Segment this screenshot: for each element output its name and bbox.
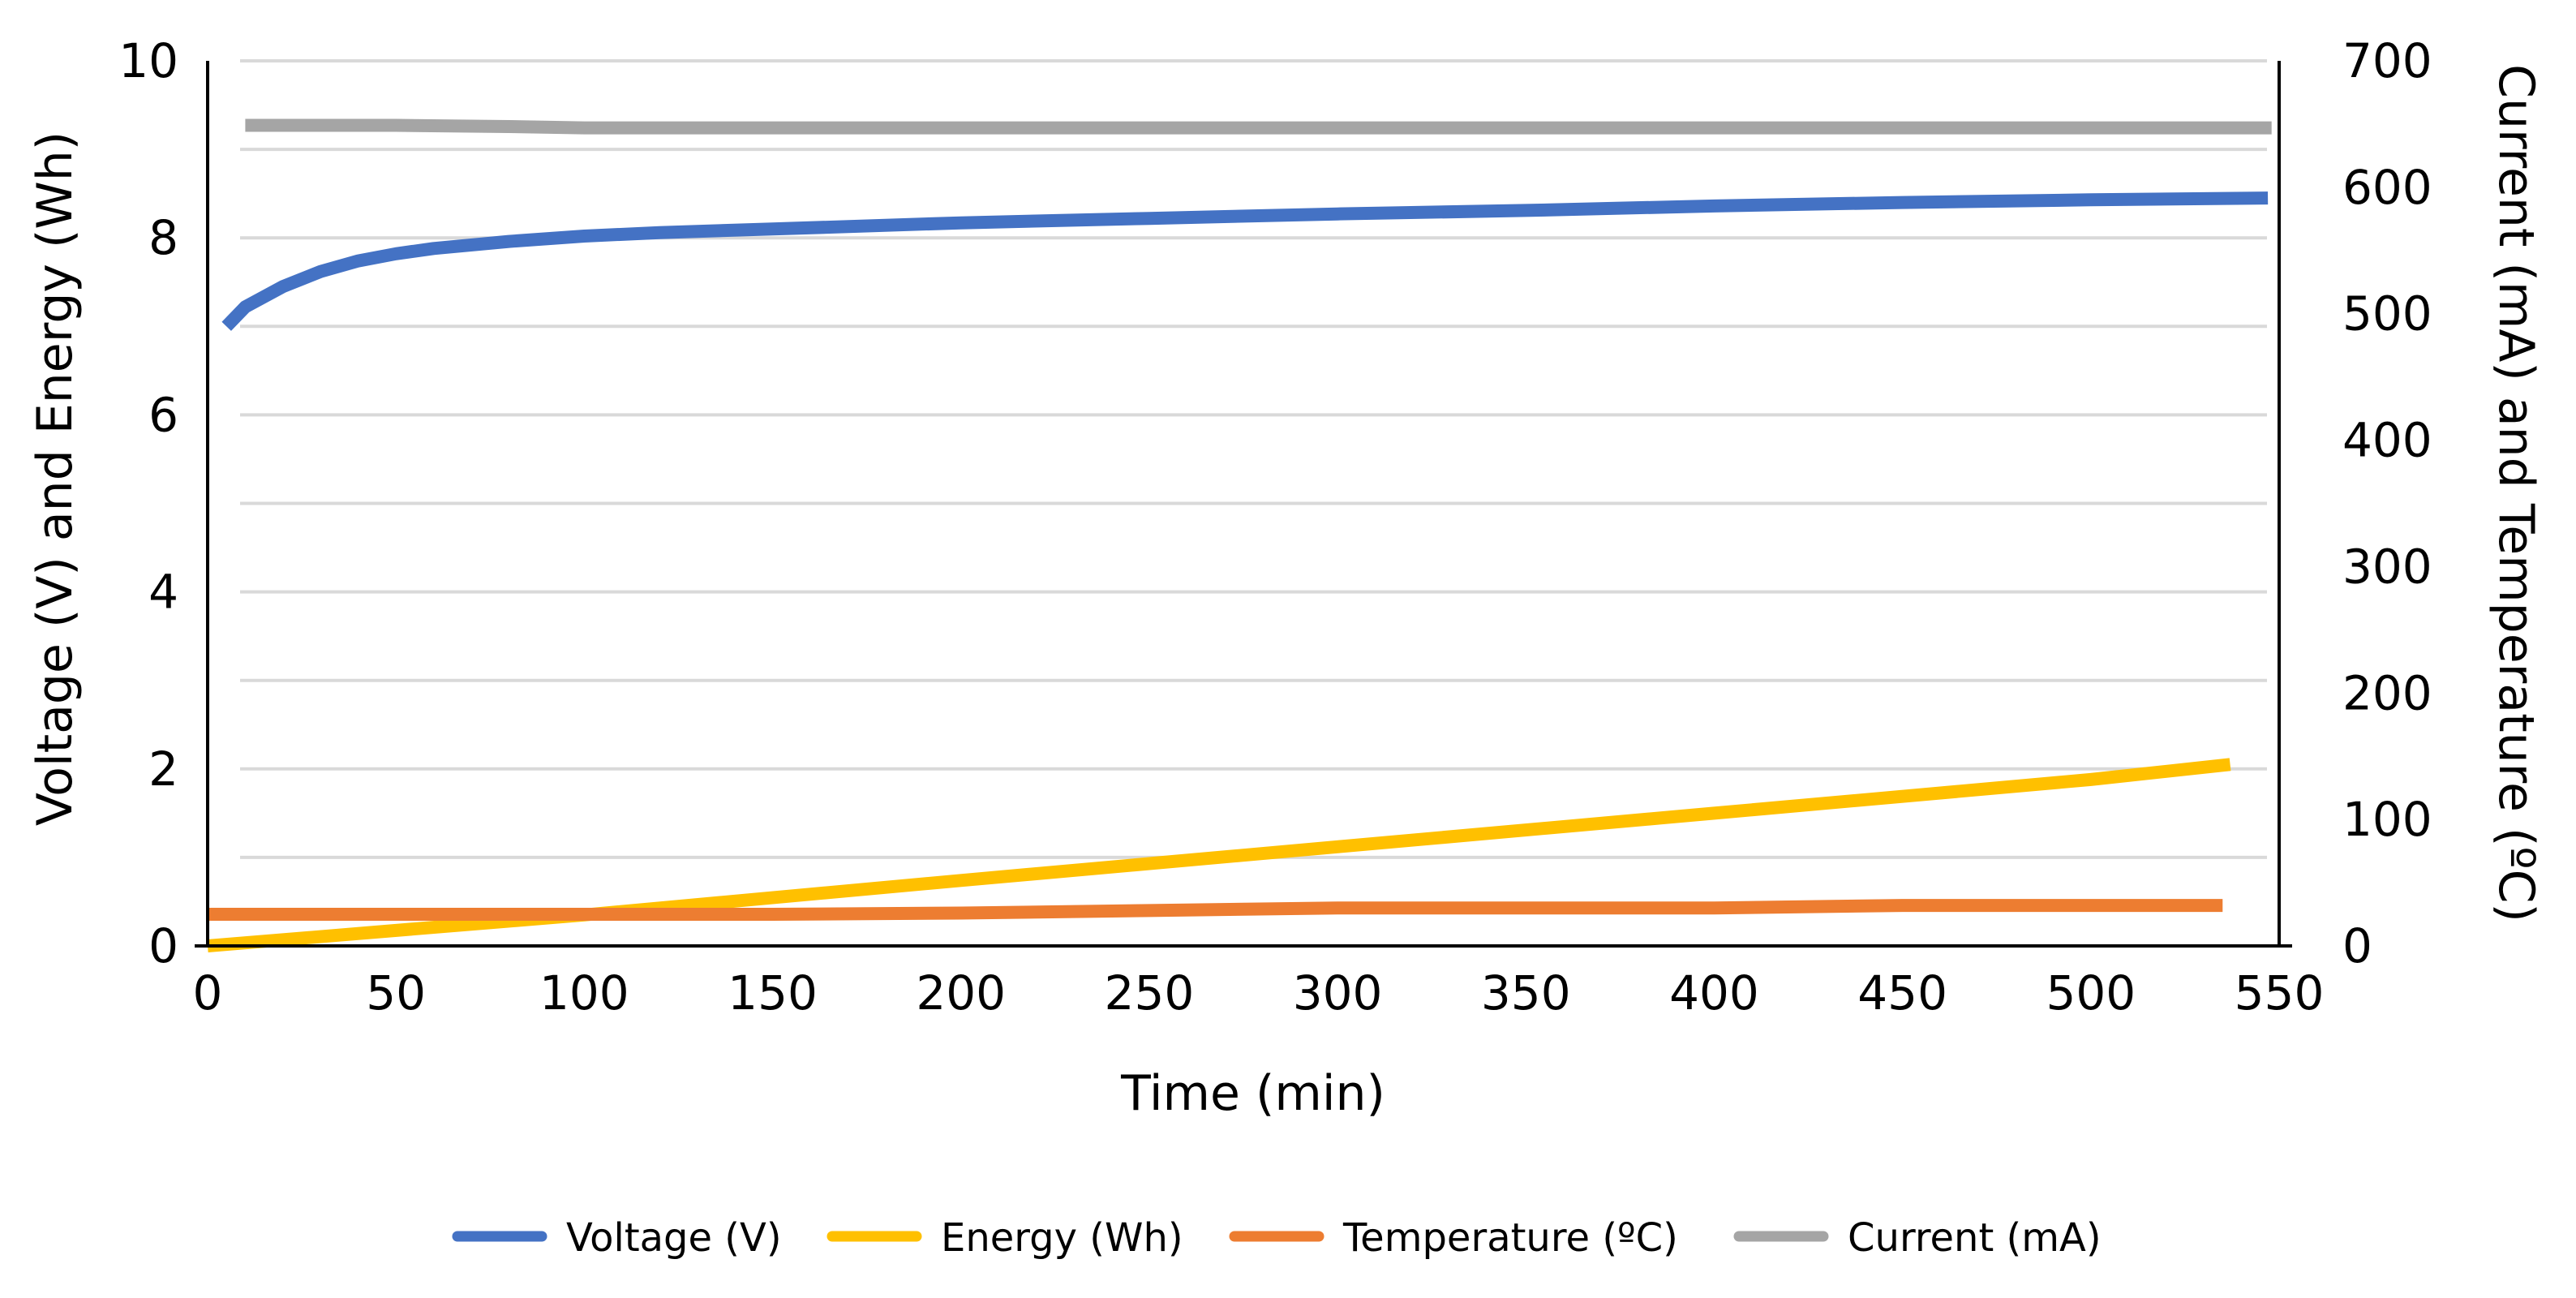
legend-label: Temperature (ºC) [1342, 1215, 1678, 1261]
right-y-tick-label: 0 [2342, 918, 2372, 974]
left-y-tick-label: 10 [118, 33, 178, 88]
right-y-tick-label: 400 [2342, 413, 2432, 468]
right-y-tick-label: 600 [2342, 160, 2432, 215]
x-tick-label: 50 [366, 965, 426, 1021]
x-tick-label: 350 [1481, 965, 1571, 1021]
x-tick-label: 250 [1105, 965, 1195, 1021]
x-tick-label: 150 [728, 965, 818, 1021]
legend-label: Voltage (V) [566, 1215, 782, 1261]
left-y-tick-label: 8 [148, 210, 178, 265]
tick-labels: 0 50 100 150 200 250 300 350 400 450 500 5500246810… [118, 33, 2432, 1021]
legend-label: Current (mA) [1848, 1215, 2102, 1261]
left-y-tick-label: 0 [148, 918, 178, 974]
x-tick-label: 550 [2235, 965, 2325, 1021]
x-tick-label: 300 [1293, 965, 1383, 1021]
left-y-tick-label: 6 [148, 387, 178, 442]
series-line-current [245, 118, 2272, 135]
left-y-axis-title: Voltage (V) and Energy (Wh) [27, 131, 84, 826]
gridlines [240, 59, 2267, 859]
right-y-tick-label: 700 [2342, 33, 2432, 88]
right-y-tick-label: 200 [2342, 665, 2432, 720]
x-tick-label: 100 [539, 965, 629, 1021]
series-lines [207, 118, 2272, 952]
left-y-tick-label: 2 [148, 741, 178, 797]
right-y-axis-title: Current (mA) and Temperature (ºC) [2488, 64, 2544, 922]
x-axis-title: Time (min) [1120, 1065, 1385, 1122]
series-line-temperature [208, 899, 2223, 921]
series-line-voltage [221, 191, 2269, 331]
x-tick-label: 500 [2046, 965, 2136, 1021]
axes [195, 61, 2292, 948]
x-tick-label: 400 [1669, 965, 1759, 1021]
right-y-tick-label: 500 [2342, 286, 2432, 342]
right-y-tick-label: 100 [2342, 792, 2432, 847]
legend: Voltage (V) Energy (Wh) Temperature (ºC) Cu… [452, 1215, 2102, 1261]
left-y-tick-label: 4 [148, 565, 178, 620]
x-tick-label: 0 [193, 965, 223, 1021]
legend-label: Energy (Wh) [941, 1215, 1183, 1261]
x-tick-label: 450 [1857, 965, 1947, 1021]
x-tick-label: 200 [916, 965, 1006, 1021]
right-y-tick-label: 300 [2342, 539, 2432, 594]
